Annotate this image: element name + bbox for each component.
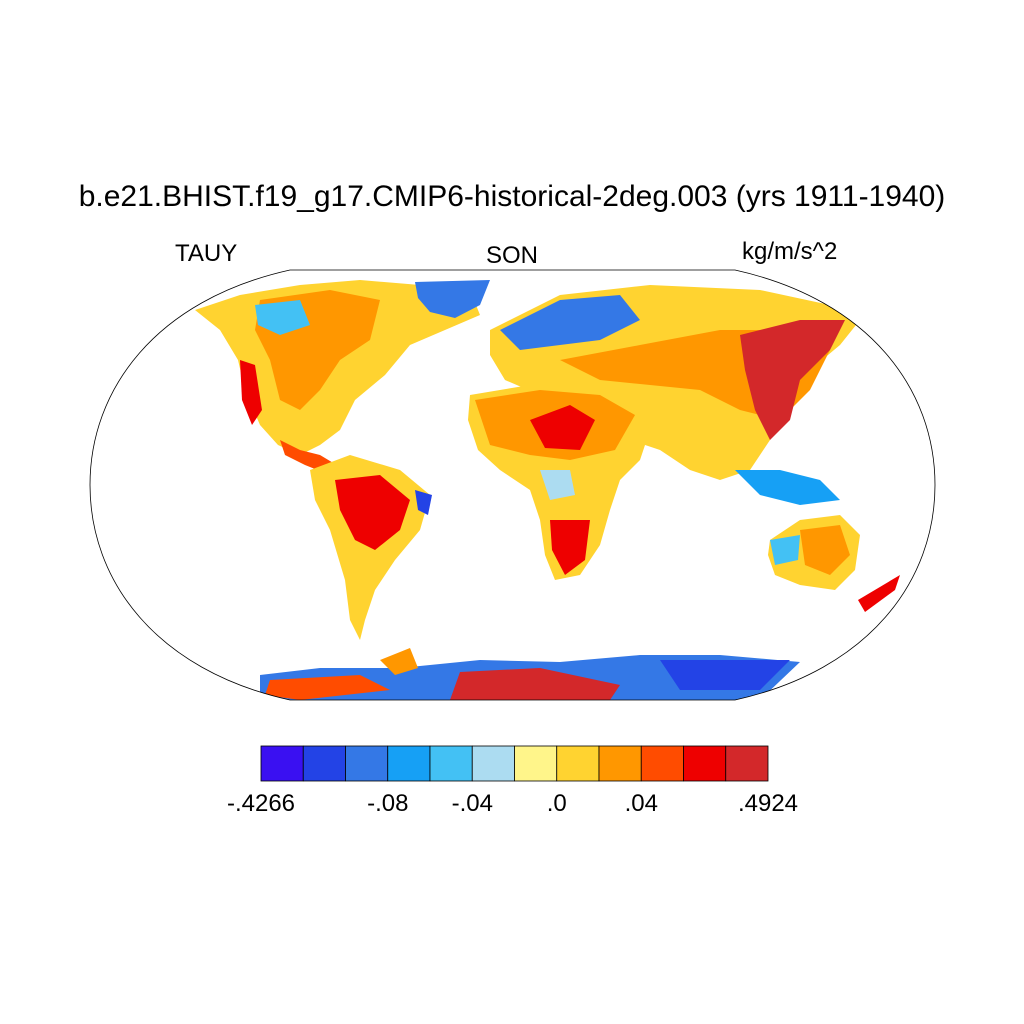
colorbar-swatch-8: [598, 745, 642, 782]
colorbar-swatch-10: [683, 745, 727, 782]
colorbar-swatch-9: [640, 745, 684, 782]
colorbar-label-0: -.4266: [226, 790, 296, 817]
eurasia-blue: [500, 295, 640, 350]
colorbar: [260, 745, 769, 782]
east-asia-red: [740, 320, 845, 440]
colorbar-label-1: -.08: [367, 790, 409, 817]
australia-orange: [800, 525, 850, 575]
antarctica-red: [450, 668, 620, 700]
colorbar-swatch-6: [514, 745, 558, 782]
new-zealand: [858, 575, 900, 612]
colorbar-label-4: .04: [624, 790, 658, 817]
southeast-asia: [735, 470, 840, 505]
greenland: [415, 280, 490, 318]
colorbar-swatch-2: [345, 745, 389, 782]
season-label: SON: [485, 242, 538, 269]
colorbar-label-5: .4924: [737, 790, 799, 817]
south-america-blue: [415, 490, 432, 515]
sahara-red: [530, 405, 595, 450]
africa-blue: [540, 470, 575, 500]
colorbar-swatch-1: [302, 745, 346, 782]
colorbar-swatch-11: [725, 745, 769, 782]
colorbar-swatch-0: [260, 745, 304, 782]
australia-blue: [770, 535, 800, 565]
north-america-red: [240, 360, 262, 425]
colorbar-label-2: -.04: [451, 790, 493, 817]
south-america-red: [335, 475, 410, 550]
colorbar-swatch-5: [471, 745, 515, 782]
colorbar-swatch-4: [429, 745, 473, 782]
colorbar-swatch-3: [387, 745, 431, 782]
variable-label: TAUY: [175, 240, 238, 267]
india: [660, 405, 720, 470]
plot-title: b.e21.BHIST.f19_g17.CMIP6-historical-2de…: [78, 180, 946, 213]
antarctic-peninsula: [380, 648, 418, 675]
units-label: kg/m/s^2: [742, 238, 838, 265]
colorbar-label-3: .0: [546, 790, 567, 817]
north-america-blue: [255, 300, 310, 335]
land-field: [195, 280, 900, 700]
antarctica-dark-blue: [660, 660, 790, 690]
colorbar-swatch-7: [556, 745, 600, 782]
map-boundary: [89, 269, 936, 701]
antarctica-west: [265, 675, 390, 700]
southern-africa-red: [550, 520, 590, 575]
